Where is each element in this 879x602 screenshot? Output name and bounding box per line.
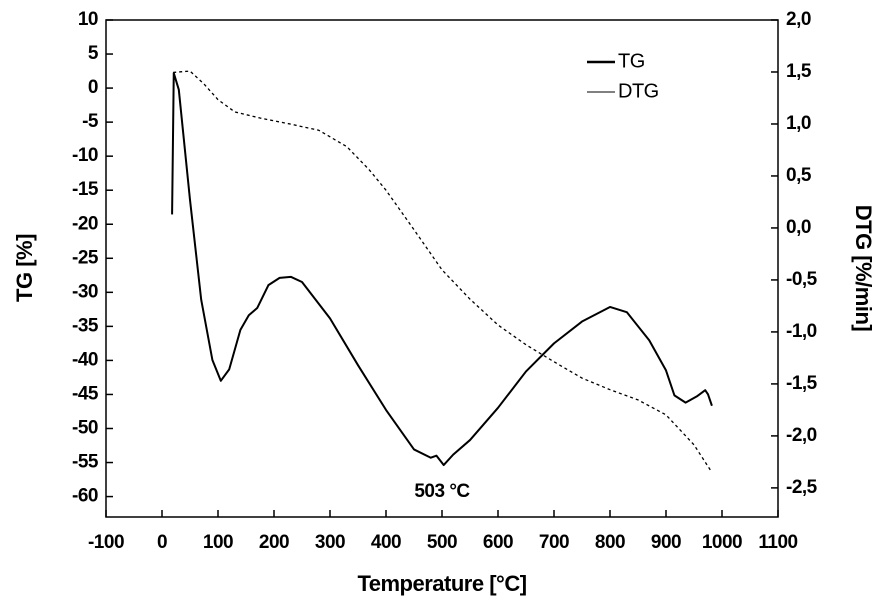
y-tick-label: -20 [72, 213, 98, 234]
x-tick-label: 200 [259, 532, 289, 553]
y2-tick-label: 0,0 [786, 217, 811, 238]
x-tick-label: 900 [651, 532, 681, 553]
y2-tick-label: 1,0 [786, 113, 811, 134]
y2-tick-label: 2,0 [786, 9, 811, 30]
x-tick-label: 700 [539, 532, 569, 553]
series-line [171, 72, 713, 467]
y2-tick-label: -1,0 [786, 321, 817, 342]
x-tick-label: 600 [483, 532, 513, 553]
y-tick-label: -40 [72, 349, 98, 370]
y-axis-title: TG [%] [12, 234, 37, 302]
annotation: 503 °C [414, 481, 470, 502]
x-tick-label: 1100 [758, 532, 797, 553]
y-tick-label: -30 [72, 281, 98, 302]
y2-tick-label: -1,5 [786, 373, 818, 394]
y2-tick-label: -2,5 [786, 477, 818, 498]
y2-tick-label: 0,5 [786, 165, 812, 186]
y-tick-label: 5 [88, 43, 99, 64]
y-tick-label: -60 [72, 486, 98, 507]
y-tick-label: 0 [88, 77, 98, 98]
x-tick-label: 0 [157, 532, 167, 553]
y-tick-label: -10 [72, 145, 98, 166]
legend-label: DTG [618, 80, 659, 102]
y-tick-label: -55 [72, 452, 99, 473]
x-tick-label: 100 [203, 532, 233, 553]
y2-tick-label: -2,0 [786, 425, 817, 446]
y-tick-label: 10 [78, 9, 98, 30]
x-tick-label: 500 [427, 532, 457, 553]
y2-tick-label: 1,5 [786, 61, 812, 82]
x-axis-title: Temperature [°C] [357, 571, 526, 596]
y-tick-label: -5 [82, 111, 99, 132]
x-tick-label: 1000 [702, 532, 742, 553]
y-tick-label: -35 [72, 315, 99, 336]
y-tick-label: -45 [72, 383, 99, 404]
x-tick-label: -100 [88, 532, 124, 553]
legend-label: TG [618, 50, 645, 72]
x-tick-label: 800 [595, 532, 625, 553]
y2-axis-title: DTG [%/min] [851, 205, 876, 332]
series-line [173, 70, 712, 472]
x-tick-label: 300 [315, 532, 345, 553]
y-tick-label: -25 [72, 247, 99, 268]
y-tick-label: -50 [72, 418, 98, 439]
x-tick-label: 400 [371, 532, 401, 553]
plot-frame [105, 19, 779, 518]
y2-tick-label: -0,5 [786, 269, 818, 290]
y-tick-label: -15 [72, 179, 99, 200]
